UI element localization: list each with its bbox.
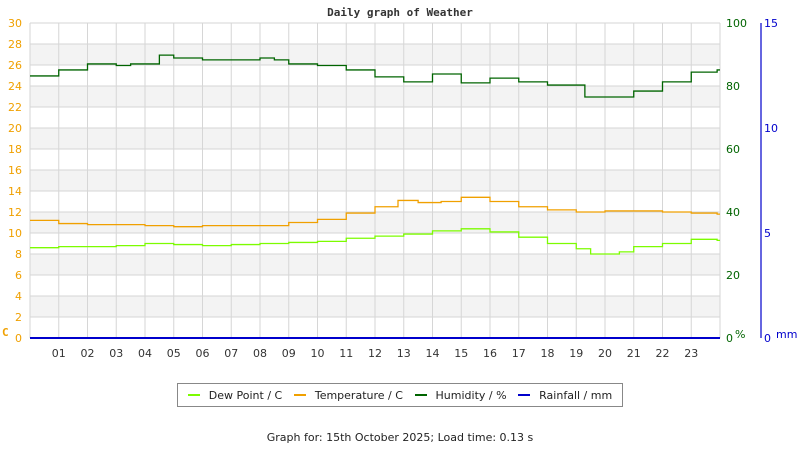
legend-label: Rainfall / mm [539,388,613,402]
x-axis-tick: 14 [426,347,440,360]
legend-item-humidity: Humidity / % [414,388,507,402]
x-axis-tick: 20 [598,347,612,360]
humidity-swatch-icon [414,394,427,396]
legend-item-dew-point: Dew Point / C [187,388,283,402]
left-axis-tick: 22 [8,101,22,114]
graph-info-footer: Graph for: 15th October 2025; Load time:… [266,431,534,444]
x-axis-tick: 12 [368,347,382,360]
chart-title: Daily graph of Weather [327,6,473,19]
left-axis-tick: 10 [8,227,22,240]
x-axis-tick: 21 [627,347,641,360]
x-axis-tick: 04 [138,347,152,360]
chart-legend: Dew Point / C Temperature / C Humidity /… [177,383,623,407]
rain-axis-tick: 10 [764,122,778,135]
x-axis-tick: 18 [541,347,555,360]
humidity-axis-tick: 40 [726,206,740,219]
x-axis-tick: 08 [253,347,267,360]
legend-label: Temperature / C [314,388,403,402]
x-axis-tick: 16 [483,347,497,360]
x-axis-tick: 17 [512,347,526,360]
left-axis-tick: 12 [8,206,22,219]
left-axis-tick: 20 [8,122,22,135]
left-axis-tick: 28 [8,38,22,51]
x-axis-tick: 23 [684,347,698,360]
x-axis-tick: 01 [52,347,66,360]
humidity-axis-tick: 60 [726,143,740,156]
x-axis-tick: 09 [282,347,296,360]
humidity-axis-tick: 20 [726,269,740,282]
x-axis-tick: 10 [311,347,325,360]
series-line-temperature [30,196,720,228]
temperature-swatch-icon [293,394,306,396]
x-axis-tick: 07 [224,347,238,360]
left-axis-tick: 0 [15,332,22,345]
rainfall-swatch-icon [518,394,531,396]
x-axis-tick: 22 [656,347,670,360]
series-line-dew [30,228,720,255]
left-axis-tick: 18 [8,143,22,156]
x-axis-tick: 13 [397,347,411,360]
left-axis-tick: 6 [15,269,22,282]
legend-label: Dew Point / C [208,388,283,402]
left-axis-tick: 24 [8,80,22,93]
left-axis-unit: C [2,326,9,339]
series-line-humidity [30,54,720,98]
x-axis-tick: 03 [109,347,123,360]
rain-axis-tick: 5 [764,227,771,240]
legend-item-rainfall: Rainfall / mm [518,389,612,402]
legend-item-temperature: Temperature / C [293,388,403,402]
left-axis-tick: 4 [15,290,22,303]
rain-axis-tick: 15 [764,17,778,30]
left-axis-tick: 16 [8,164,22,177]
humidity-axis-tick: 100 [726,17,747,30]
x-axis-tick: 05 [167,347,181,360]
dew-point-swatch-icon [187,394,200,396]
x-axis-tick: 15 [454,347,468,360]
x-axis-tick: 19 [569,347,583,360]
humidity-axis-tick: 0 [726,332,733,345]
x-axis-tick: 02 [81,347,95,360]
humidity-axis-tick: 80 [726,80,740,93]
legend-label: Humidity / % [435,388,507,402]
left-axis-tick: 8 [15,248,22,261]
x-axis-tick: 11 [339,347,353,360]
left-axis-tick: 26 [8,59,22,72]
left-axis-tick: 2 [15,311,22,324]
left-axis-tick: 30 [8,17,22,30]
left-axis-tick: 14 [8,185,22,198]
rain-axis-tick: 0 [764,332,771,345]
rain-axis-unit: mm [776,328,797,341]
humidity-axis-unit: % [735,328,745,341]
x-axis-tick: 06 [196,347,210,360]
